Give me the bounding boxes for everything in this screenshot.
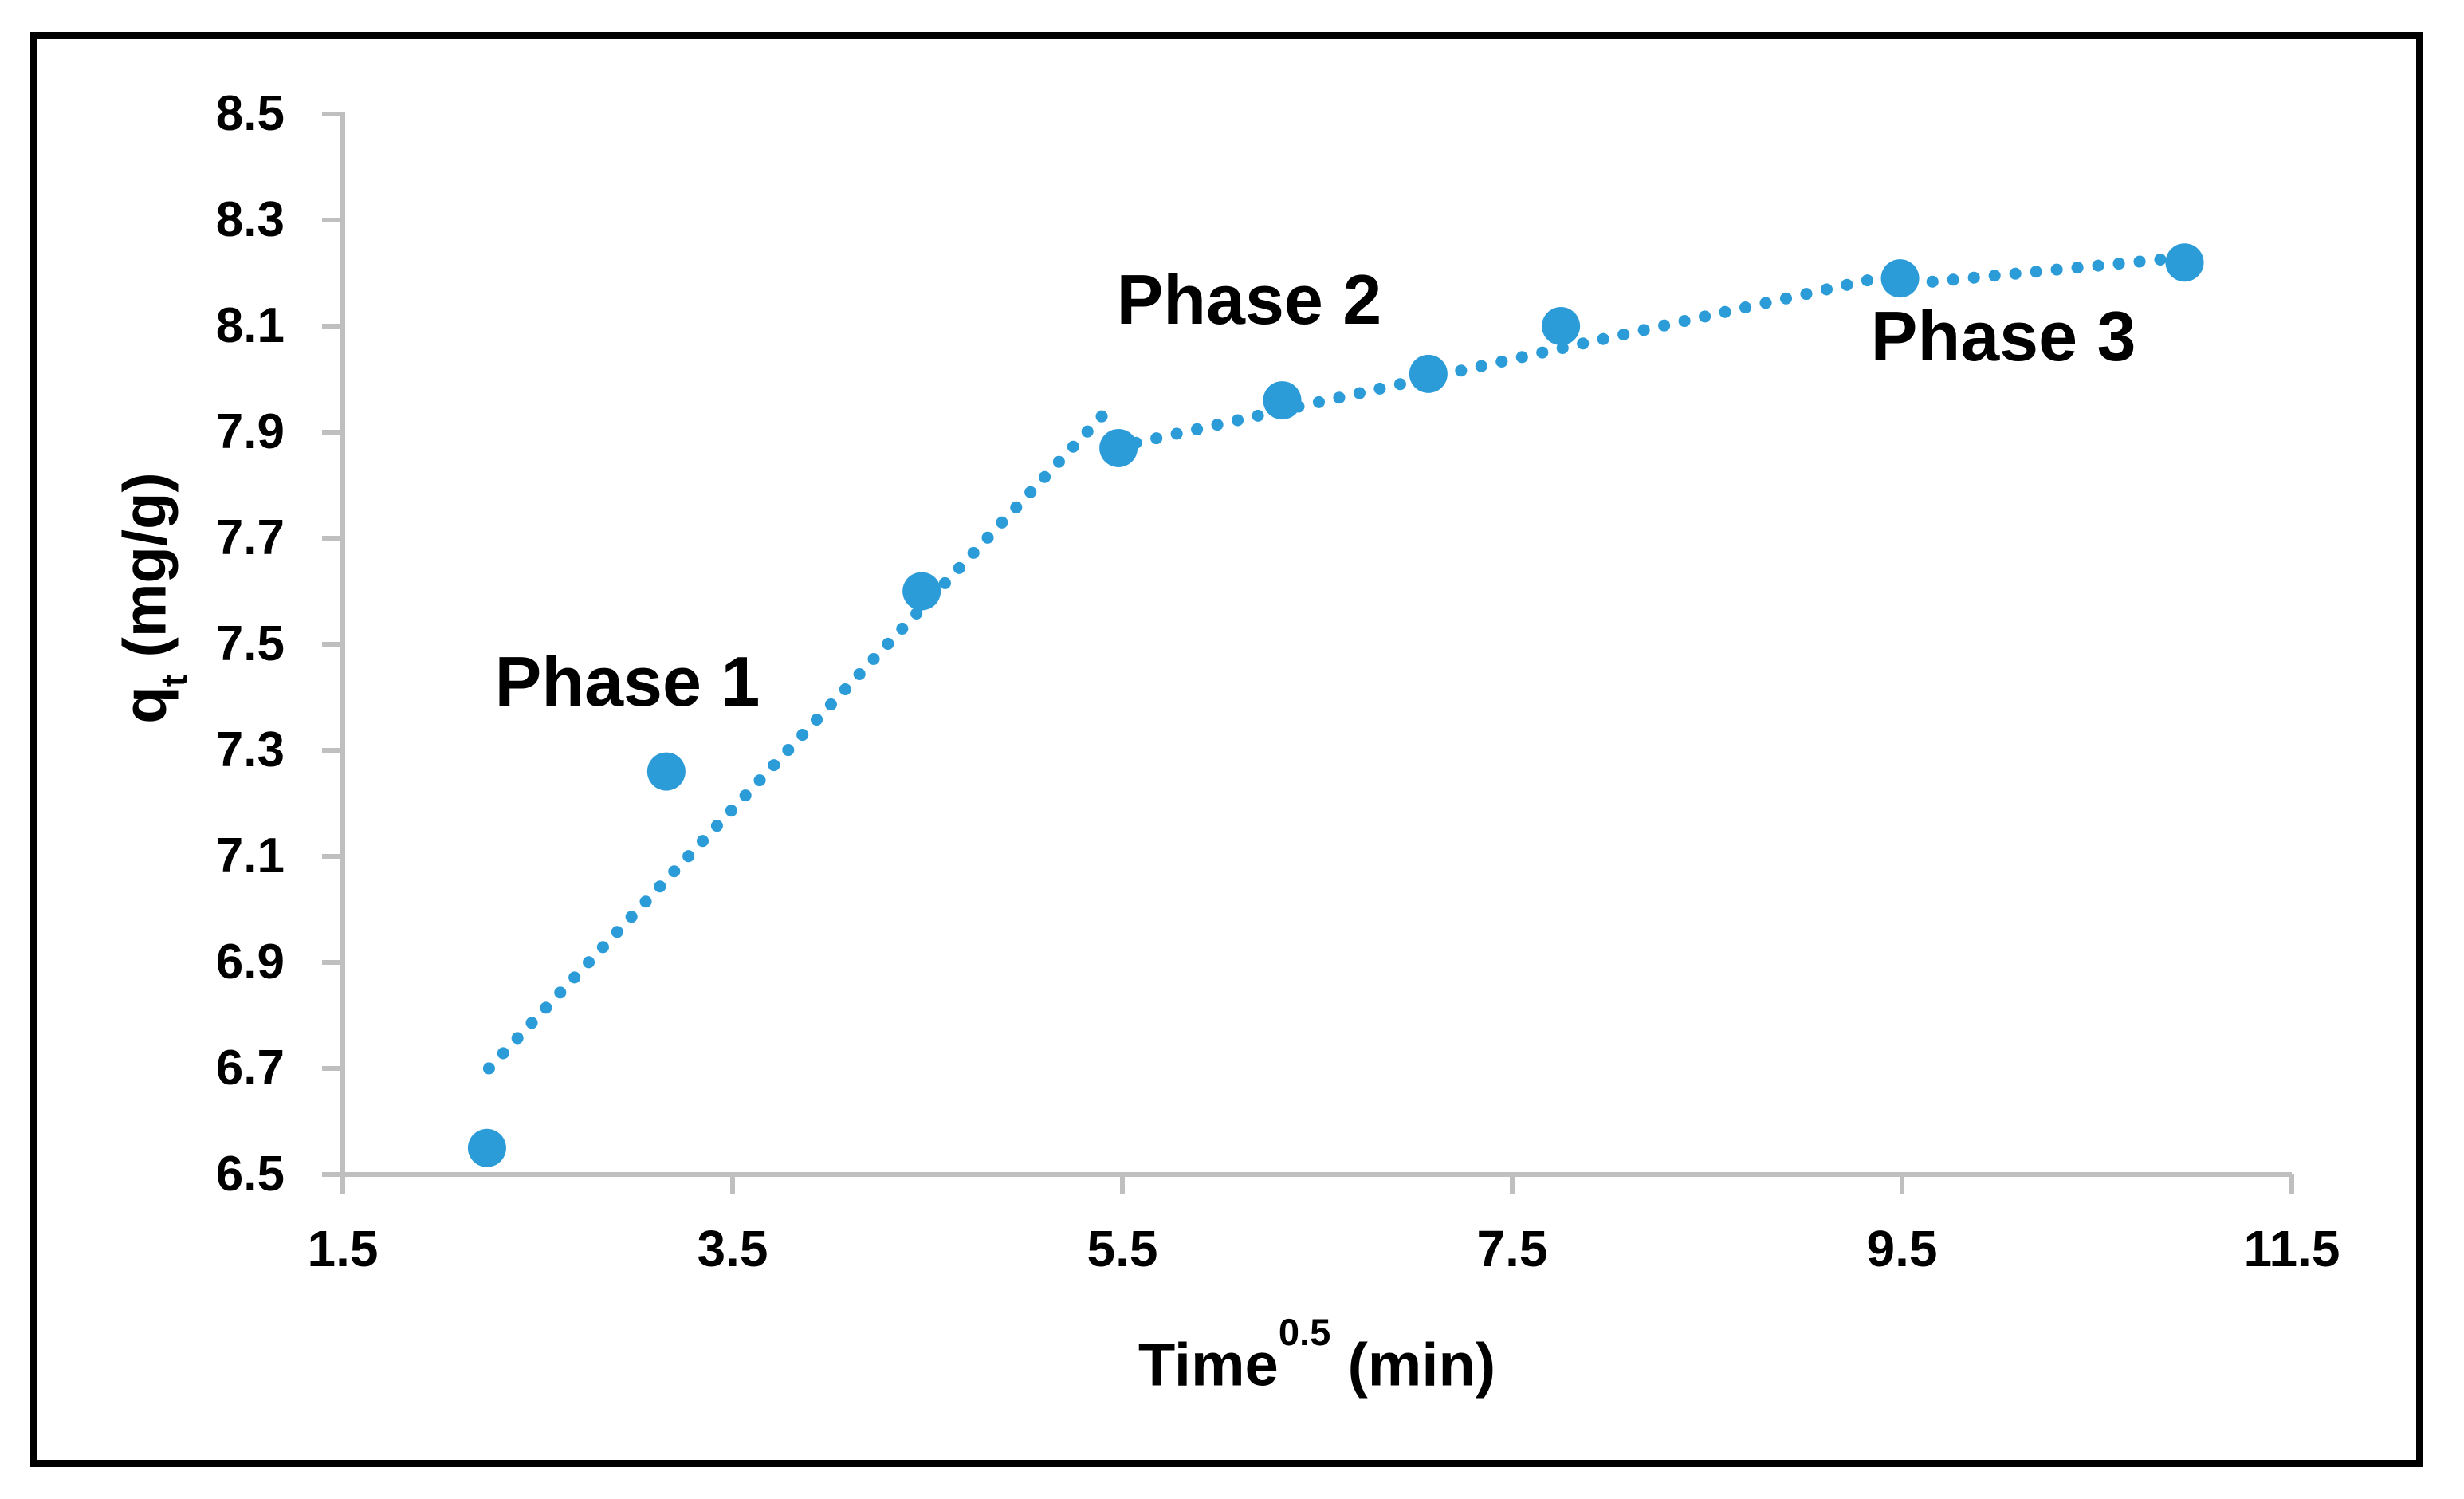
- phase-annotation-label: Phase 2: [1116, 259, 1382, 339]
- data-point-marker: [646, 752, 686, 791]
- x-axis-title: Time0.5 (min): [839, 1311, 1795, 1405]
- data-point-marker: [1880, 259, 1920, 298]
- y-axis-tick-label: 6.7: [215, 1041, 285, 1096]
- y-axis-tick-label: 7.3: [215, 722, 285, 777]
- y-axis-tick-label: 7.5: [215, 616, 285, 671]
- y-axis-tick-label: 6.9: [215, 934, 285, 989]
- phase-3-trendline: [1905, 251, 2191, 290]
- y-axis-title-subscript: t: [151, 674, 195, 687]
- y-axis-tick-label: 8.1: [215, 298, 285, 353]
- phase-annotation-label: Phase 3: [1870, 297, 2136, 376]
- y-axis-title-unit: (mg/g): [111, 472, 179, 675]
- phase-1-trendline: [482, 404, 1113, 1075]
- y-axis-tick-label: 8.3: [215, 192, 285, 247]
- y-axis-tick-label: 6.5: [215, 1147, 285, 1202]
- x-axis-tick-label: 9.5: [1866, 1220, 1938, 1277]
- data-point-marker: [467, 1128, 506, 1167]
- x-axis-tick-label: 7.5: [1476, 1220, 1548, 1277]
- x-axis-title-superscript: 0.5: [1278, 1311, 1331, 1354]
- y-axis-title: qt (mg/g): [109, 472, 201, 723]
- x-axis-title-unit: (min): [1330, 1331, 1496, 1399]
- figure-border-frame: [30, 32, 2423, 1467]
- phase-annotation-label: Phase 1: [494, 641, 760, 721]
- y-axis-tick-label: 7.9: [215, 404, 285, 459]
- phase-2-trendline: [1130, 267, 1907, 449]
- x-axis-title-base: Time: [1138, 1331, 1279, 1399]
- y-axis-tick-label: 8.5: [215, 86, 285, 141]
- y-axis-tick-label: 7.7: [215, 510, 285, 565]
- y-axis-tick-label: 7.1: [215, 828, 285, 883]
- data-point-marker: [1542, 307, 1581, 345]
- data-point-marker: [1263, 381, 1302, 420]
- data-point-marker: [902, 572, 941, 611]
- y-axis-title-base: q: [111, 687, 179, 724]
- x-axis-tick-label: 1.5: [307, 1220, 379, 1277]
- data-point-marker: [1099, 428, 1138, 467]
- data-point-marker: [1409, 354, 1448, 393]
- x-axis-tick-label: 3.5: [697, 1220, 768, 1277]
- data-point-marker: [2165, 243, 2204, 282]
- x-axis-tick-label: 11.5: [2243, 1220, 2340, 1277]
- x-axis-tick-label: 5.5: [1087, 1220, 1158, 1277]
